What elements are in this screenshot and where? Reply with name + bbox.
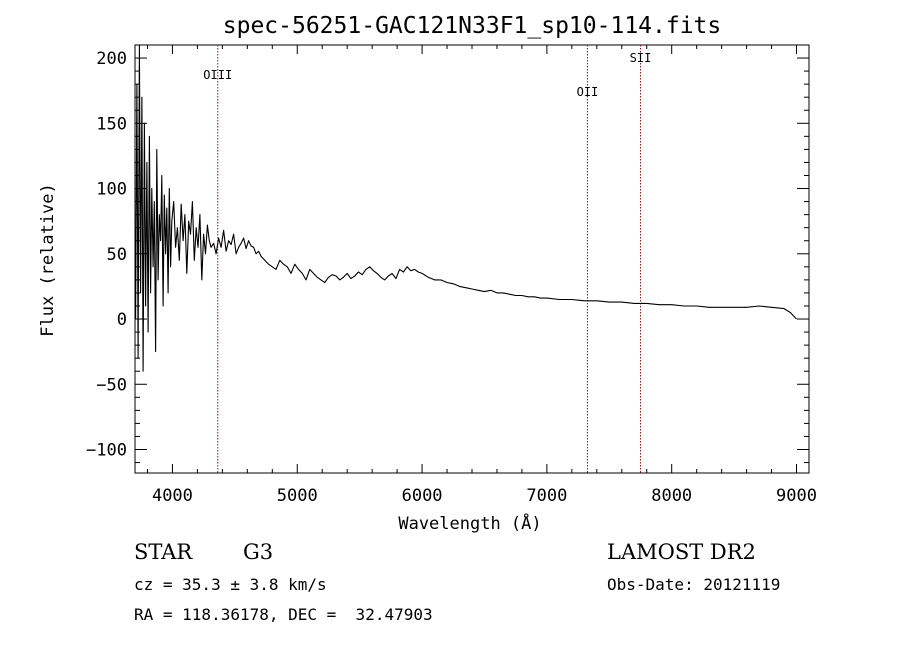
spectrum-line [135, 44, 797, 372]
spectral-subclass: G3 [243, 540, 274, 564]
observation-date: Obs-Date: 20121119 [607, 575, 781, 594]
y-tick-label: 200 [96, 49, 127, 69]
plot-border [134, 44, 810, 474]
x-tick-label: 5000 [277, 486, 318, 506]
x-tick-label: 6000 [402, 486, 443, 506]
x-tick-label: 8000 [651, 486, 692, 506]
y-tick-label: −50 [96, 375, 127, 395]
emission-line-markers: OIII OII SII [203, 45, 651, 473]
y-axis-label: Flux (relative) [38, 183, 58, 337]
emission-line-label: SII [630, 51, 652, 65]
survey-name: LAMOST DR2 [607, 540, 756, 564]
spectrum-series [135, 44, 797, 372]
ra-dec-coordinates: RA = 118.36178, DEC = 32.47903 [134, 605, 433, 624]
plot-frame [134, 44, 810, 474]
redshift-velocity: cz = 35.3 ± 3.8 km/s [134, 575, 327, 594]
x-tick-label: 7000 [526, 486, 567, 506]
emission-line-label: OII [577, 85, 599, 99]
emission-line-label: OIII [203, 68, 232, 82]
x-axis: 4000 5000 6000 7000 8000 9000 [146, 45, 817, 506]
object-type: STAR [134, 540, 193, 564]
x-tick-label: 4000 [152, 486, 193, 506]
x-tick-label: 9000 [776, 486, 817, 506]
y-tick-label: −100 [86, 441, 127, 461]
chart-title: spec-56251-GAC121N33F1_sp10-114.fits [223, 13, 722, 39]
y-tick-label: 100 [96, 180, 127, 200]
x-axis-label: Wavelength (Å) [398, 512, 541, 534]
y-tick-label: 0 [117, 310, 127, 330]
y-tick-label: 50 [107, 245, 127, 265]
y-tick-label: 150 [96, 114, 127, 134]
